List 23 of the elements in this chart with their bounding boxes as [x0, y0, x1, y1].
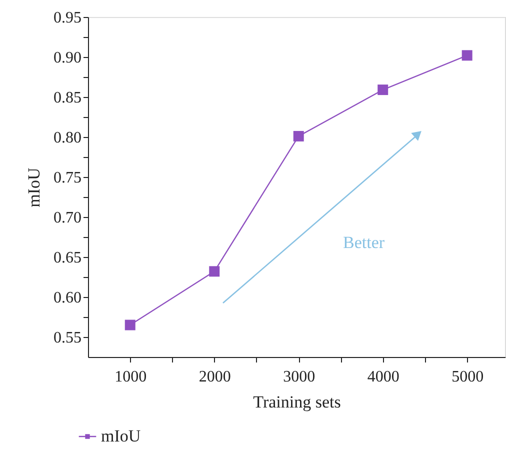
y-tick-label: 0.80: [54, 130, 82, 146]
x-axis-title: Training sets: [253, 392, 341, 412]
y-axis-title: mIoU: [24, 168, 44, 208]
annotation: Better: [343, 233, 385, 252]
x-tick-label: 1000: [114, 368, 147, 386]
x-tick-label: 5000: [452, 368, 484, 386]
legend-label: mIoU: [101, 426, 141, 446]
point: [378, 84, 388, 96]
y-tick-label: 0.75: [54, 170, 82, 186]
x-tick-label: 3000: [283, 368, 316, 386]
y-tick-label: 0.65: [54, 250, 82, 266]
point: [462, 50, 472, 61]
y-tick-label: 0.60: [54, 290, 82, 306]
y-tick-label: 0.70: [54, 210, 82, 226]
y-tick-label: 0.90: [54, 50, 82, 66]
point: [293, 130, 304, 142]
y-tick-label: 0.55: [54, 330, 82, 346]
x-tick-label: 4000: [367, 368, 400, 386]
x-tick-label: 2000: [198, 368, 231, 386]
y-tick-label: 0.85: [54, 90, 82, 106]
point: [124, 320, 136, 330]
point: [209, 266, 220, 277]
y-tick-label: 0.95: [54, 10, 82, 26]
